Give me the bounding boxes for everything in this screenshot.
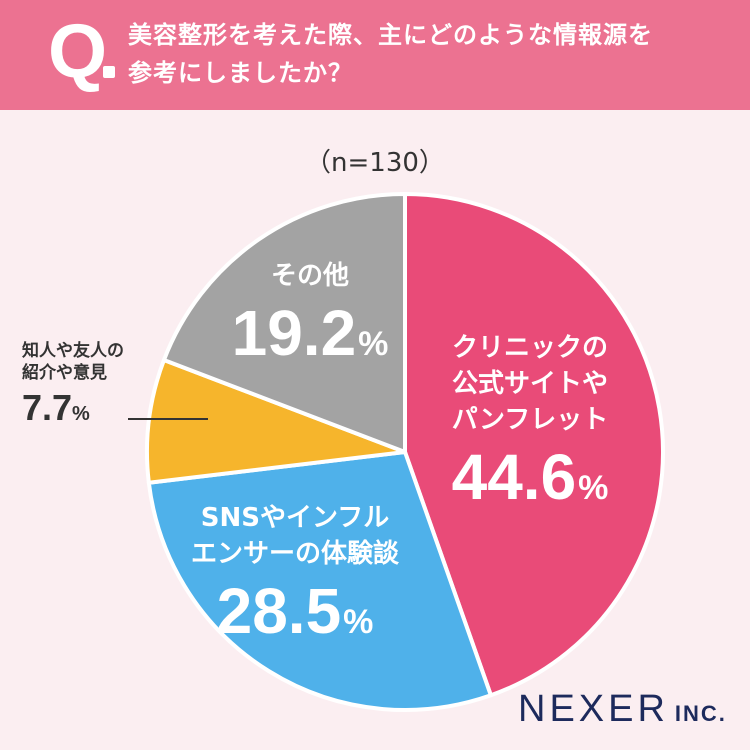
clinic-value-unit: % (578, 469, 609, 507)
other-value-number: 19.2 (231, 297, 357, 369)
sns-label-line-2: エンサーの体験談 (190, 539, 399, 569)
sns-value-number: 28.5 (216, 575, 342, 647)
q-mark-dot (103, 66, 115, 78)
clinic-value-number: 44.6 (451, 441, 577, 513)
other-label: その他 (270, 261, 349, 291)
sns-label-line-1: SNSやインフル (200, 503, 390, 533)
pie-slice-clinic (403, 192, 665, 698)
friends-leader-line (128, 418, 208, 420)
clinic-label-line-1: クリニックの (451, 333, 608, 363)
question-header: Q 美容整形を考えた際、主にどのような情報源を 参考にしましたか？ (0, 0, 750, 110)
clinic-value: 44.6% (420, 442, 640, 512)
slice-label-other: その他 19.2% (220, 258, 400, 368)
friends-value-number: 7.7 (22, 387, 73, 428)
pie-slice-sns (146, 450, 493, 712)
clinic-label-line-2: 公式サイトや (451, 369, 608, 399)
sns-value: 28.5% (170, 576, 420, 646)
pie-slice-friends (145, 358, 407, 485)
nexer-logo: NEXER INC. (518, 688, 727, 731)
sample-size: （n=130） (305, 148, 445, 178)
slice-label-sns: SNSやインフル エンサーの体験談 28.5% (170, 500, 420, 646)
question-text: 美容整形を考えた際、主にどのような情報源を 参考にしましたか？ (128, 16, 728, 92)
q-mark: Q (48, 9, 108, 94)
slice-label-friends: 知人や友人の 紹介や意見 7.7% (22, 340, 124, 428)
other-value-unit: % (358, 325, 389, 363)
friends-label-line-1: 知人や友人の (22, 341, 124, 361)
pie-slice-other (161, 192, 407, 454)
friends-value: 7.7% (22, 388, 124, 428)
friends-value-unit: % (72, 403, 90, 425)
clinic-label-line-3: パンフレット (451, 405, 609, 435)
logo-suffix: INC. (674, 701, 727, 726)
slice-label-clinic: クリニックの 公式サイトや パンフレット 44.6% (420, 330, 640, 512)
other-value: 19.2% (220, 298, 400, 368)
logo-main: NEXER (518, 688, 669, 730)
sns-value-unit: % (343, 603, 374, 641)
question-line-1: 美容整形を考えた際、主にどのような情報源を (128, 21, 653, 49)
friends-label-line-2: 紹介や意見 (22, 363, 107, 383)
question-line-2: 参考にしましたか？ (128, 59, 353, 87)
